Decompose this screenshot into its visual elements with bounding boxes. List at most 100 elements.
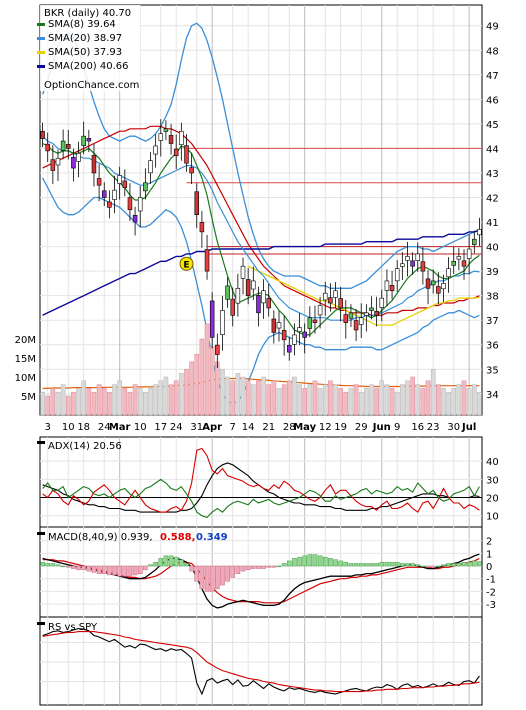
candle-body [225,285,230,300]
candle-body [338,298,343,309]
volume-bar [466,388,472,416]
volume-bar [328,380,333,416]
adx-tick-label: 40 [486,457,499,468]
x-tick-label: 10 [62,422,75,433]
candle-body [456,256,462,260]
macd-histogram-bar [317,555,323,567]
macd-histogram-bar [143,565,148,571]
volume-bar [81,380,86,416]
macd-histogram-bar [312,554,318,567]
price-tick-label: 48 [486,46,499,57]
volume-bar [405,380,410,416]
price-tick-label: 43 [486,169,499,180]
volume-tick-label: 5M [21,392,36,403]
macd-title: MACD(8,40,9) 0.939, [48,532,153,543]
macd-histogram-bar [322,556,328,567]
candle-body [189,167,194,174]
sma200-line [42,229,480,316]
candle-body [364,312,369,316]
volume-bar [250,384,256,416]
macd-histogram-bar [436,565,441,568]
rs-average-line [42,631,480,693]
x-tick-label: 16 [411,422,424,433]
volume-bar [194,353,200,416]
volume-bar [168,384,174,416]
macd-histogram-bar [471,560,477,567]
macd-histogram-bar [256,565,261,569]
volume-bar [297,384,302,416]
candle-body [461,260,467,267]
candle-body [472,238,477,245]
candle-body [477,229,482,236]
volume-bar [348,388,354,416]
macd-histogram-bar [158,558,164,567]
macd-histogram-bar [384,561,390,567]
candle-body [71,156,76,169]
candle-body [343,314,349,323]
price-tick-label: 45 [486,120,499,131]
x-tick-label: 7 [230,422,236,433]
volume-bar [353,384,359,416]
volume-bar [256,380,261,416]
sma50-line [247,265,480,326]
candle-body [91,155,97,174]
rs-title: RS vs SPY [48,622,98,633]
macd-histogram-bar [117,565,122,577]
macd-histogram-bar [96,565,102,574]
x-tick-label: 28 [283,422,296,433]
candle-body [45,143,50,152]
macd-histogram-bar [112,565,117,576]
macd-histogram-bar [343,561,349,567]
volume-bar [158,380,164,416]
volume-bar [425,380,431,416]
macd-histogram-bar [420,565,426,568]
candle-body [76,153,81,162]
volume-bar [71,391,76,416]
macd-histogram-bar [240,565,246,572]
price-tick-label: 46 [486,95,499,106]
macd-histogram-bar [184,563,189,567]
volume-bar [322,384,328,416]
volume-bar [245,380,251,416]
candle-body [441,283,446,290]
candle-body [220,310,225,335]
volume-bar [415,384,421,416]
candle-body [251,280,256,290]
macd-histogram-bar [333,559,338,567]
candle-body [425,278,431,289]
macd-histogram-bar [369,563,374,567]
macd-histogram-bar [261,565,266,569]
macd-histogram-bar [132,565,138,576]
candle-body [266,298,271,309]
x-tick-label: 9 [394,422,400,433]
candle-body [117,175,122,184]
macd-histogram-bar [394,561,400,567]
volume-bar [441,388,446,416]
macd-histogram-bar [477,561,482,567]
candle-body [230,298,235,316]
candle-body [81,135,86,146]
x-tick-label: 31 [190,422,203,433]
candle-body [209,300,215,338]
candle-body [148,160,153,174]
x-tick-label: 12 [319,422,332,433]
candle-body [400,263,405,267]
x-tick-label: 29 [355,422,368,433]
volume-bar [461,380,467,416]
volume-bar [96,384,102,416]
volume-bar [384,384,390,416]
candle-body [415,253,421,261]
candle-body [292,334,297,345]
macd-histogram-bar [364,563,369,567]
volume-bar [389,388,395,416]
x-tick-label: 3 [45,422,51,433]
volume-bar [261,376,266,416]
volume-bar [60,384,66,416]
macd-histogram-bar [168,555,174,567]
x-tick-label: Mar [109,422,131,433]
macd-histogram-bar [466,561,472,567]
candle-body [215,344,220,355]
volume-bar [410,376,415,416]
macd-histogram-bar [302,555,307,567]
macd-histogram-bar [127,565,133,577]
